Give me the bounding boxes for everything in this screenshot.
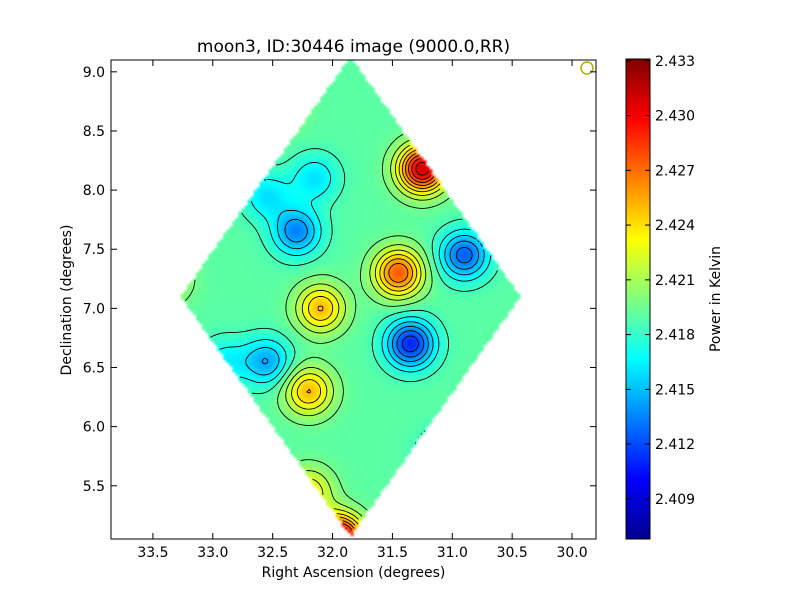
y-tick-label: 7.0 [83, 301, 105, 317]
beam-marker [580, 61, 594, 75]
y-tick-label: 6.0 [83, 420, 105, 436]
x-tick-label: 32.0 [317, 545, 348, 561]
y-axis: 5.5 6.0 6.5 7.0 7.5 8.0 8.5 9.0 [83, 65, 596, 495]
x-tick-label: 31.0 [437, 545, 468, 561]
colorbar-tick-label: 2.412 [655, 437, 695, 453]
x-axis-label: Right Ascension (degrees) [262, 565, 446, 581]
y-tick-label: 7.5 [83, 242, 105, 258]
colorbar-tick-label: 2.415 [655, 382, 695, 398]
colorbar-label: Power in Kelvin [708, 246, 724, 352]
y-tick-label: 8.0 [83, 183, 105, 199]
x-tick-label: 32.5 [257, 545, 288, 561]
colorbar-axis: 2.409 2.412 2.415 2.418 2.421 2.424 2.427 2.430… [626, 54, 695, 508]
colorbar-tick-label: 2.421 [655, 273, 695, 289]
y-axis-label: Declination (degrees) [59, 225, 75, 376]
colorbar-tick-label: 2.409 [655, 492, 695, 508]
heatmap-image [111, 60, 596, 539]
colorbar-tick-label: 2.430 [655, 109, 695, 125]
x-axis: 33.5 33.0 32.5 32.0 31.5 31.0 30.5 30.0 [137, 60, 588, 561]
plot-frame [110, 59, 597, 540]
contour-lines [184, 133, 498, 532]
heatmap-area [111, 60, 596, 539]
x-tick-label: 33.0 [197, 545, 228, 561]
x-tick-label: 30.0 [556, 545, 587, 561]
colorbar-tick-label: 2.433 [655, 54, 695, 70]
y-tick-label: 5.5 [83, 479, 105, 495]
colorbar-tick-label: 2.424 [655, 218, 695, 234]
colorbar-tick-label: 2.418 [655, 328, 695, 344]
colorbar [625, 58, 651, 540]
chart-title: moon3, ID:30446 image (9000.0,RR) [197, 37, 510, 57]
contour-path [184, 133, 498, 532]
x-tick-label: 33.5 [137, 545, 168, 561]
y-tick-label: 9.0 [83, 65, 105, 81]
x-tick-label: 31.5 [377, 545, 408, 561]
y-tick-label: 8.5 [83, 124, 105, 140]
colorbar-tick-label: 2.427 [655, 163, 695, 179]
x-tick-label: 30.5 [497, 545, 528, 561]
y-tick-label: 6.5 [83, 361, 105, 377]
